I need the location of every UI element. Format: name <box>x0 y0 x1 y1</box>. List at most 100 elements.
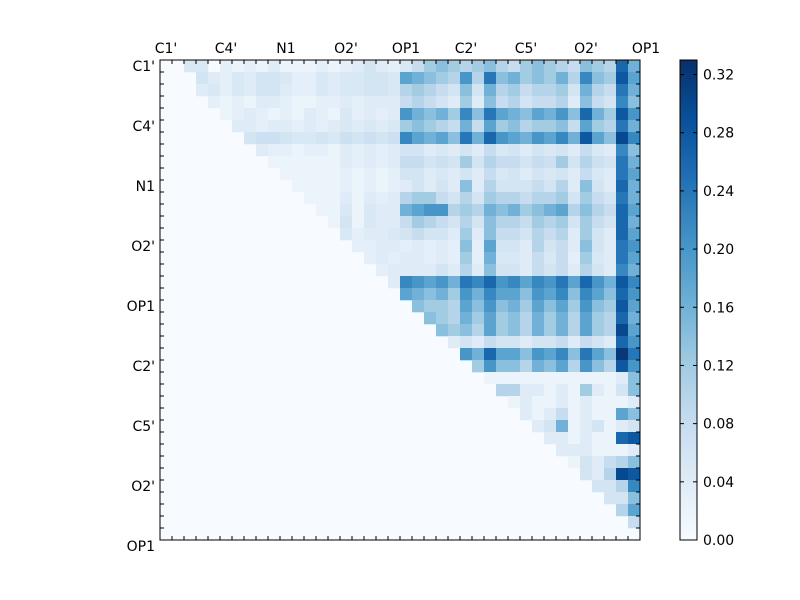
heatmap-cell <box>412 168 425 181</box>
heatmap-cell <box>424 288 437 301</box>
heatmap-cell <box>532 336 545 349</box>
heatmap-cell <box>556 228 569 241</box>
heatmap-cell <box>592 300 605 313</box>
heatmap-cell <box>520 216 533 229</box>
heatmap-cell <box>580 288 593 301</box>
heatmap-cell <box>532 324 545 337</box>
heatmap-cell <box>424 144 437 157</box>
heatmap-cell <box>628 120 641 133</box>
heatmap-cell <box>580 444 593 457</box>
heatmap-cell <box>520 156 533 169</box>
heatmap-cell <box>580 384 593 397</box>
heatmap-cell <box>244 120 257 133</box>
heatmap-cell <box>436 312 449 325</box>
heatmap-cell <box>460 336 473 349</box>
heatmap-cell <box>544 216 557 229</box>
heatmap-cell <box>472 84 485 97</box>
y-tick-label: C1' <box>132 59 155 75</box>
heatmap-cell <box>256 96 269 109</box>
heatmap-cell <box>604 300 617 313</box>
heatmap-cell <box>292 156 305 169</box>
heatmap-cell <box>412 108 425 121</box>
heatmap-cell <box>628 72 641 85</box>
heatmap-cell <box>352 108 365 121</box>
heatmap-cell <box>364 168 377 181</box>
x-tick-label: C5' <box>515 41 538 57</box>
heatmap-cell <box>520 204 533 217</box>
heatmap-cell <box>376 264 389 277</box>
heatmap-cell <box>472 60 485 73</box>
heatmap-cell <box>604 192 617 205</box>
heatmap-cell <box>592 456 605 469</box>
heatmap-cell <box>460 300 473 313</box>
heatmap-cell <box>388 192 401 205</box>
heatmap-cell <box>604 96 617 109</box>
heatmap-cell <box>328 120 341 133</box>
heatmap-cell <box>460 120 473 133</box>
heatmap-cell <box>412 228 425 241</box>
heatmap-cell <box>604 408 617 421</box>
heatmap-cell <box>304 108 317 121</box>
heatmap-cell <box>544 396 557 409</box>
heatmap-cell <box>508 288 521 301</box>
heatmap-cell <box>496 348 509 361</box>
heatmap-cell <box>316 132 329 145</box>
heatmap-cell <box>496 168 509 181</box>
heatmap-cell <box>604 372 617 385</box>
heatmap-cell <box>340 72 353 85</box>
heatmap-cell <box>304 96 317 109</box>
heatmap-cell <box>628 432 641 445</box>
heatmap-cell <box>604 420 617 433</box>
heatmap-cell <box>592 288 605 301</box>
heatmap-cell <box>580 432 593 445</box>
heatmap-cell <box>532 204 545 217</box>
heatmap-cell <box>460 312 473 325</box>
heatmap-cell <box>580 168 593 181</box>
heatmap-cell <box>352 84 365 97</box>
heatmap-cell <box>508 204 521 217</box>
heatmap-cell <box>580 108 593 121</box>
heatmap-cell <box>448 252 461 265</box>
heatmap-cell <box>628 204 641 217</box>
heatmap-cell <box>352 120 365 133</box>
heatmap-cell <box>592 84 605 97</box>
heatmap-cell <box>604 456 617 469</box>
colorbar-tick-label: 0.16 <box>703 300 734 316</box>
heatmap-cell <box>364 204 377 217</box>
heatmap-cell <box>424 156 437 169</box>
heatmap-cell <box>352 72 365 85</box>
heatmap-cell <box>580 276 593 289</box>
heatmap-cell <box>556 276 569 289</box>
heatmap-cell <box>628 132 641 145</box>
heatmap-cell <box>592 468 605 481</box>
heatmap-cell <box>532 384 545 397</box>
y-tick-labels: C1' C4' N1 O2' OP1 C2' C5' O2' OP1 <box>127 59 155 555</box>
heatmap-cell <box>592 108 605 121</box>
heatmap-cell <box>592 132 605 145</box>
heatmap-cell <box>388 96 401 109</box>
heatmap-cell <box>496 252 509 265</box>
heatmap-cell <box>496 96 509 109</box>
heatmap-cell <box>280 132 293 145</box>
heatmap-cells <box>184 60 641 529</box>
heatmap-cell <box>388 228 401 241</box>
heatmap-cell <box>628 240 641 253</box>
heatmap-cell <box>244 108 257 121</box>
heatmap-cell <box>568 204 581 217</box>
heatmap-cell <box>352 60 365 73</box>
heatmap-cell <box>628 456 641 469</box>
heatmap-cell <box>556 432 569 445</box>
heatmap-cell <box>400 240 413 253</box>
heatmap-cell <box>484 84 497 97</box>
heatmap-cell <box>628 288 641 301</box>
heatmap-cell <box>508 372 521 385</box>
heatmap-cell <box>592 276 605 289</box>
heatmap-cell <box>616 312 629 325</box>
heatmap-cell <box>628 408 641 421</box>
heatmap-cell <box>604 228 617 241</box>
heatmap-cell <box>508 348 521 361</box>
heatmap-cell <box>460 84 473 97</box>
heatmap-cell <box>400 60 413 73</box>
heatmap-cell <box>400 108 413 121</box>
heatmap-cell <box>460 180 473 193</box>
